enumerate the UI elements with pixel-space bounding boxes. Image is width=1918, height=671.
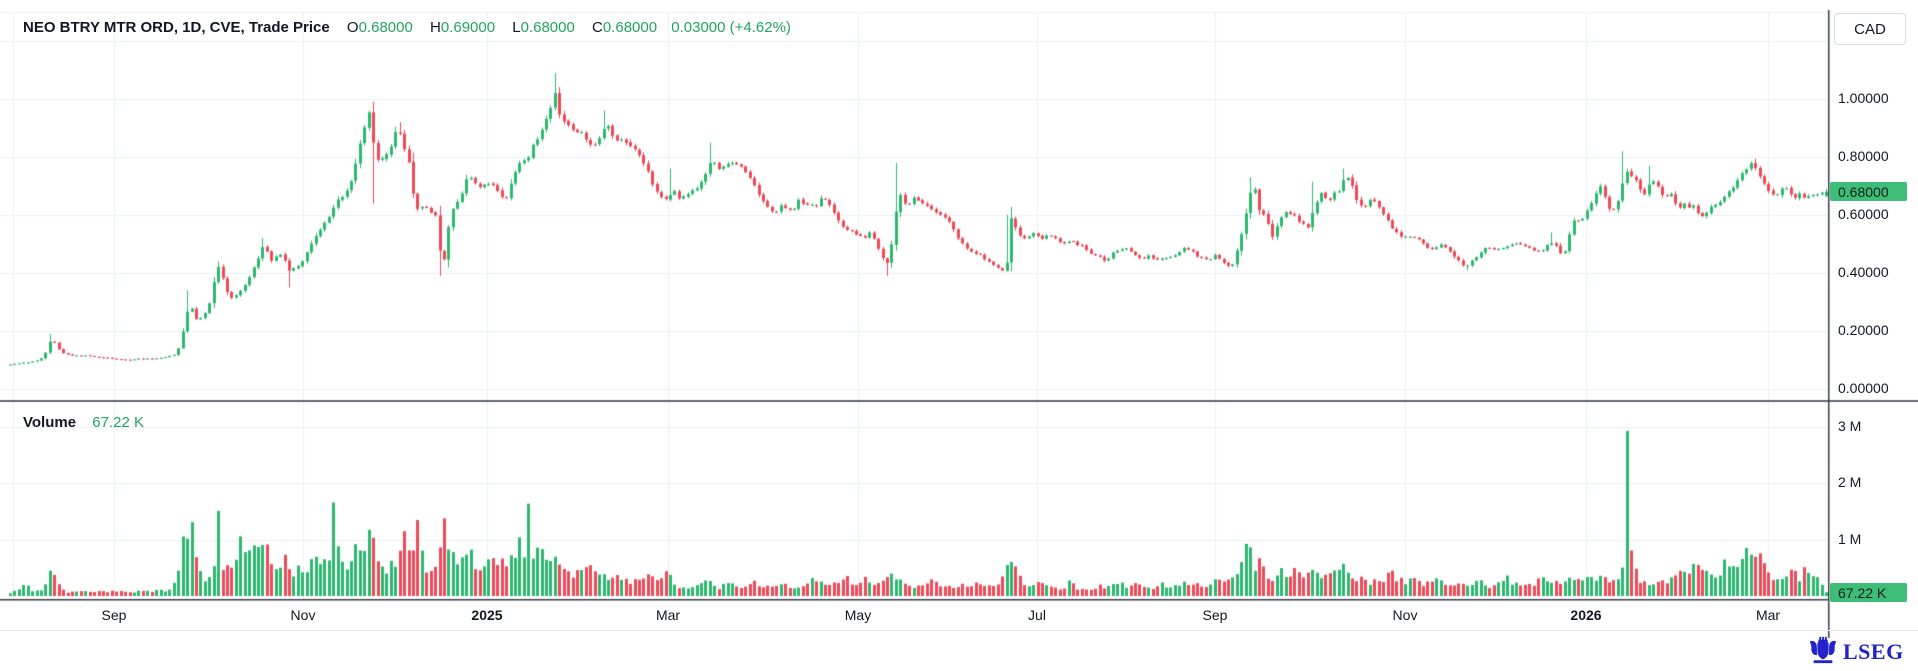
high-value: 0.69000 [440, 19, 496, 36]
change-value: 0.03000 (+4.62%) [671, 19, 791, 36]
low-label: L [512, 19, 521, 36]
lseg-logo-text: LSEG [1843, 639, 1904, 664]
time-axis-label: Nov [1392, 607, 1418, 623]
time-axis[interactable] [0, 600, 1918, 631]
high-label: H [430, 19, 441, 36]
ohlc-close: C0.68000 [592, 19, 657, 36]
open-value: 0.68000 [358, 19, 413, 36]
time-axis-label: Sep [101, 607, 127, 623]
price-axis-label: 0.60000 [1838, 206, 1889, 222]
lseg-crest-icon [1808, 636, 1838, 669]
close-value: 0.68000 [602, 19, 658, 36]
ohlc-open: O0.68000 [347, 19, 413, 36]
time-axis-label: May [844, 607, 872, 623]
time-axis-label: Nov [290, 607, 316, 623]
ohlc-high: H0.69000 [430, 19, 495, 36]
time-axis-label: Mar [1755, 607, 1781, 623]
volume-value: 67.22 K [92, 414, 144, 431]
time-axis-label: 2026 [1570, 607, 1602, 623]
close-label: C [592, 19, 603, 36]
price-axis-label: 0.00000 [1838, 380, 1889, 396]
volume-axis-label: 1 M [1838, 531, 1862, 547]
price-axis-label: 0.80000 [1838, 148, 1889, 164]
low-value: 0.68000 [520, 19, 575, 36]
volume-label: Volume [23, 414, 77, 431]
price-axis-label: 0.40000 [1838, 264, 1889, 280]
volume-legend: Volume 67.22 K [23, 414, 144, 431]
chart-legend: NEO BTRY MTR ORD, 1D, CVE, Trade Price O… [23, 19, 791, 36]
time-axis-label: Mar [655, 607, 681, 623]
currency-box: CAD [1834, 13, 1906, 45]
time-axis-label: Jul [1028, 607, 1046, 623]
volume-axis-label: 2 M [1838, 474, 1862, 490]
last-price-badge: 0.68000 [1830, 182, 1907, 201]
time-axis-label: Sep [1202, 607, 1228, 623]
open-label: O [346, 19, 359, 36]
time-axis-label: 2025 [471, 607, 503, 623]
price-axis-label: 1.00000 [1838, 90, 1889, 106]
symbol-title: NEO BTRY MTR ORD, 1D, CVE, Trade Price [23, 19, 330, 36]
last-volume-badge: 67.22 K [1830, 583, 1907, 602]
price-axis-label: 0.20000 [1838, 322, 1889, 338]
ohlc-low: L0.68000 [512, 19, 575, 36]
lseg-logo[interactable]: LSEG [1808, 636, 1904, 669]
volume-axis-label: 3 M [1838, 418, 1862, 434]
